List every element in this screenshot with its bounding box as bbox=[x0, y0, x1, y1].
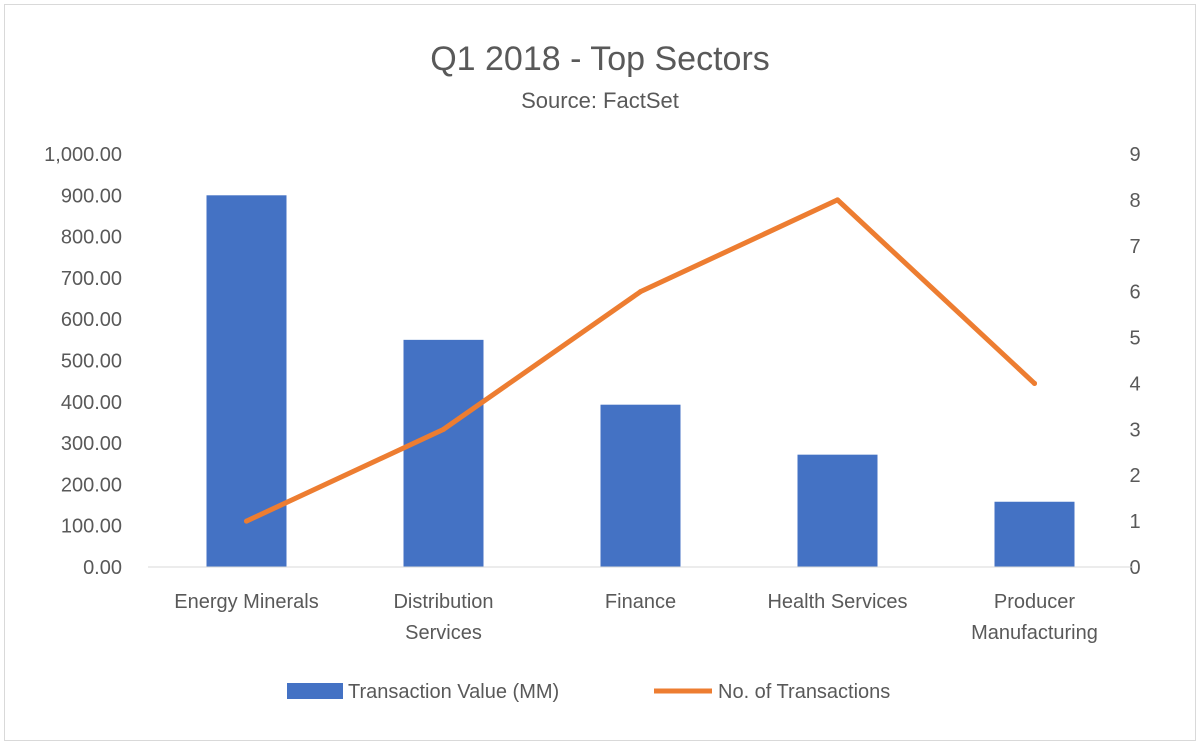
legend-swatch-bar bbox=[287, 683, 343, 699]
left-tick-label: 200.00 bbox=[61, 474, 122, 496]
left-axis-ticks: 0.00 100.00 200.00 300.00 400.00 500.00 600.00… bbox=[44, 144, 122, 579]
left-tick-label: 1,000.00 bbox=[44, 144, 122, 166]
category-label: Finance bbox=[605, 591, 676, 613]
category-label: Health Services bbox=[767, 591, 907, 613]
right-tick-label: 7 bbox=[1129, 236, 1140, 258]
right-tick-label: 8 bbox=[1129, 190, 1140, 212]
bar bbox=[600, 404, 681, 567]
left-tick-label: 700.00 bbox=[61, 268, 122, 290]
legend: Transaction Value (MM) No. of Transaction… bbox=[287, 681, 890, 703]
right-tick-label: 0 bbox=[1129, 557, 1140, 579]
category-labels: Energy Minerals Distribution Services Finan… bbox=[174, 591, 1098, 644]
bar bbox=[994, 501, 1075, 567]
left-tick-label: 500.00 bbox=[61, 351, 122, 373]
left-tick-label: 100.00 bbox=[61, 516, 122, 538]
legend-label-line: No. of Transactions bbox=[718, 681, 890, 703]
chart-frame bbox=[4, 4, 1196, 741]
line-point bbox=[638, 289, 643, 295]
line-point bbox=[244, 518, 249, 524]
right-tick-label: 2 bbox=[1129, 465, 1140, 487]
line-series bbox=[244, 197, 1037, 524]
left-tick-label: 900.00 bbox=[61, 185, 122, 207]
right-axis-ticks: 0 1 2 3 4 5 6 7 8 9 bbox=[1129, 144, 1140, 579]
chart-subtitle: Source: FactSet bbox=[521, 88, 679, 113]
bar bbox=[403, 339, 484, 567]
right-tick-label: 9 bbox=[1129, 144, 1140, 166]
bar bbox=[797, 454, 878, 567]
left-tick-label: 300.00 bbox=[61, 433, 122, 455]
chart-title: Q1 2018 - Top Sectors bbox=[430, 40, 770, 78]
category-label: Energy Minerals bbox=[174, 591, 319, 613]
right-tick-label: 1 bbox=[1129, 511, 1140, 533]
right-tick-label: 6 bbox=[1129, 282, 1140, 304]
left-tick-label: 600.00 bbox=[61, 309, 122, 331]
left-tick-label: 400.00 bbox=[61, 392, 122, 414]
left-tick-label: 800.00 bbox=[61, 227, 122, 249]
right-tick-label: 5 bbox=[1129, 328, 1140, 350]
bar bbox=[206, 195, 287, 568]
category-label: Producer Manufacturing bbox=[971, 591, 1098, 644]
right-tick-label: 4 bbox=[1129, 373, 1140, 395]
right-tick-label: 3 bbox=[1129, 419, 1140, 441]
line-point bbox=[835, 197, 840, 203]
legend-label-bar: Transaction Value (MM) bbox=[348, 681, 559, 703]
bar-series bbox=[206, 195, 1075, 568]
left-tick-label: 0.00 bbox=[83, 557, 122, 579]
category-label: Distribution Services bbox=[393, 591, 493, 644]
line-point bbox=[1032, 380, 1037, 386]
line-point bbox=[441, 426, 446, 432]
